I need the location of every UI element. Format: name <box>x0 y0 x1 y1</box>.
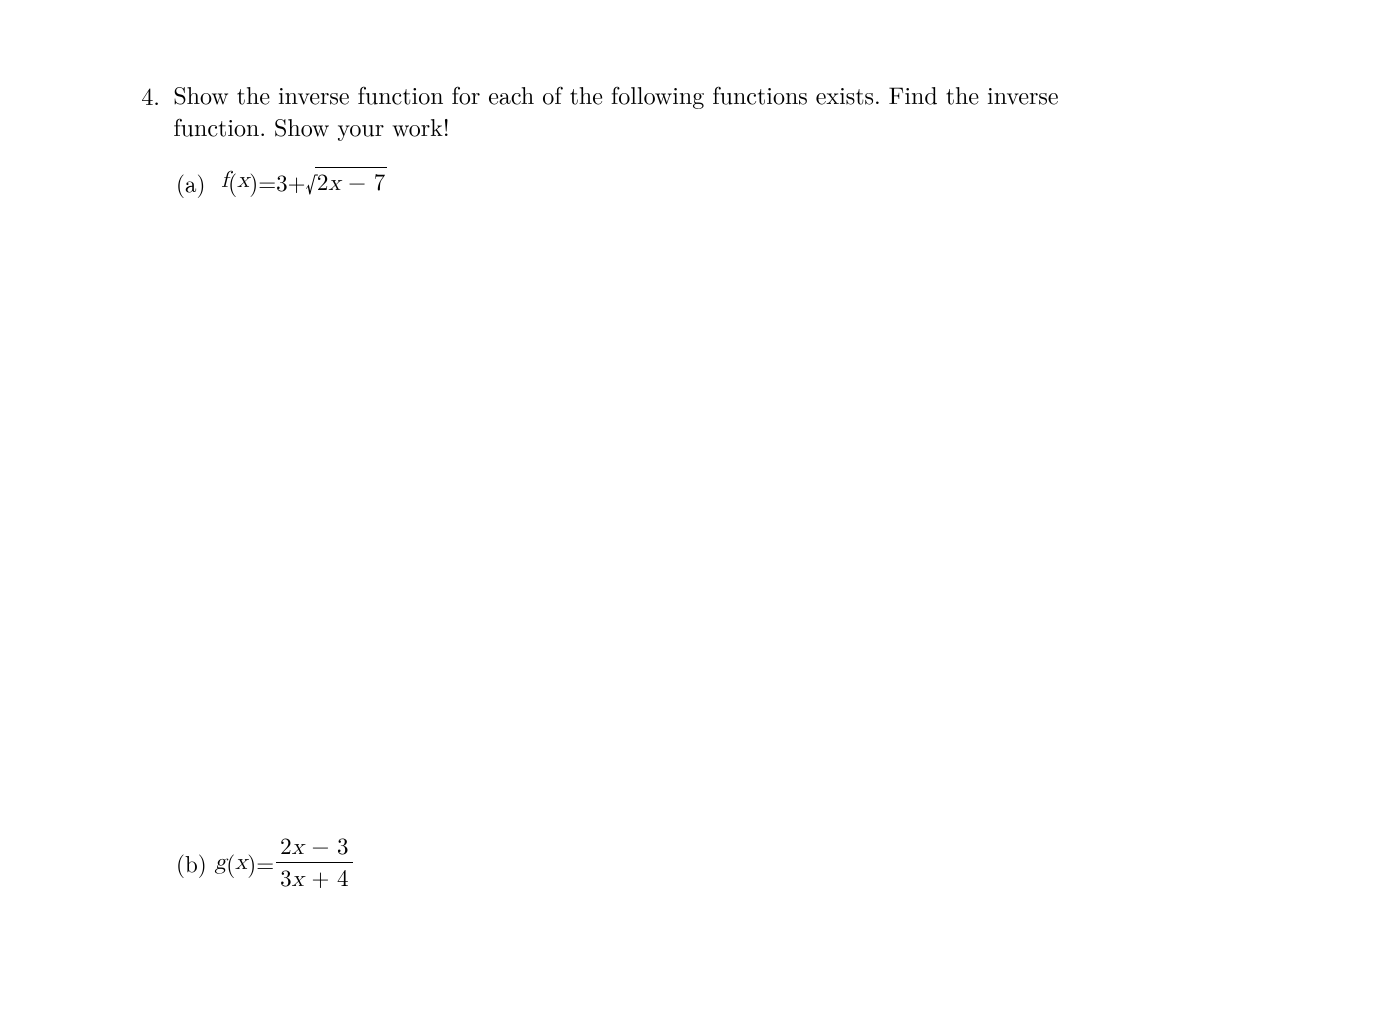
problem-line1: Show the inverse function for each of th… <box>173 77 1058 111</box>
sqrt-const: 7 <box>374 164 386 197</box>
problem-number: 4. <box>130 78 160 112</box>
denominator-b: 3x + 4 <box>276 863 352 893</box>
fn-arg-a: x <box>237 167 249 195</box>
const-a: 3 <box>276 165 288 198</box>
den-var: x <box>292 868 304 891</box>
sqrt-a: √2x − 7 <box>306 164 388 199</box>
num-var: x <box>292 836 304 859</box>
fn-name-b: g <box>215 849 227 877</box>
fn-name-a: f <box>221 167 228 195</box>
num-op: − <box>304 828 337 861</box>
problem-line2: function. Show your work! <box>173 109 449 143</box>
sqrt-op: − <box>340 164 373 197</box>
problem-text: Show the inverse function for each of th… <box>173 78 1243 143</box>
equation-a: f(x) = 3 + √2x − 7 <box>221 164 387 199</box>
den-const: 4 <box>337 860 349 893</box>
equals-b: = <box>256 846 274 879</box>
num-const: 3 <box>337 828 349 861</box>
sqrt-var: x <box>328 172 340 195</box>
sqrt-coeff: 2 <box>317 164 329 197</box>
plus-a: + <box>288 165 306 198</box>
subpart-b: (b) g(x) = 2x − 3 3x + 4 <box>176 832 355 894</box>
problem-4: 4. Show the inverse function for each of… <box>130 78 1250 143</box>
equals-a: = <box>258 165 276 198</box>
subpart-a-label: (a) <box>176 166 205 199</box>
den-coeff: 3 <box>280 860 292 893</box>
num-coeff: 2 <box>280 828 292 861</box>
page: 4. Show the inverse function for each of… <box>0 0 1381 1009</box>
subpart-b-label: (b) <box>176 846 207 879</box>
fraction-b: 2x − 3 3x + 4 <box>276 832 352 894</box>
fn-arg-b: x <box>235 849 247 877</box>
sqrt-body-a: 2x − 7 <box>315 167 387 196</box>
equation-b: (b) g(x) = 2x − 3 3x + 4 <box>176 832 355 894</box>
subpart-a: (a) f(x) = 3 + √2x − 7 <box>176 161 387 199</box>
den-op: + <box>304 860 337 893</box>
numerator-b: 2x − 3 <box>276 832 352 863</box>
